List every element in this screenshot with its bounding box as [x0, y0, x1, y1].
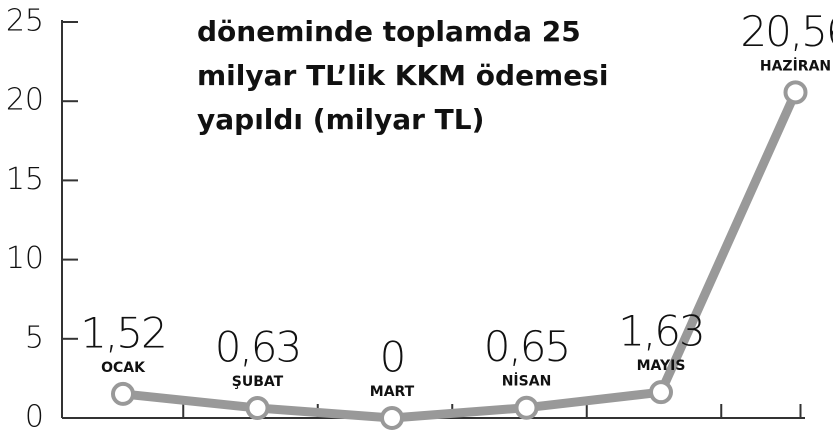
category-label: OCAK — [101, 360, 146, 376]
value-label: 0,65 — [484, 322, 570, 371]
value-label: 1,52 — [80, 308, 166, 357]
category-label: NİSAN — [502, 373, 552, 390]
point — [111, 381, 135, 406]
y-tick-label: 25 — [6, 4, 44, 39]
value-label: 0 — [380, 333, 405, 382]
category-label: HAZİRAN — [760, 57, 831, 74]
value-label: 0,63 — [215, 323, 301, 372]
y-tick-label: 5 — [25, 320, 44, 355]
point — [783, 80, 808, 105]
chart-title: döneminde toplamda 25 — [197, 15, 581, 48]
point — [649, 380, 673, 405]
y-tick-label: 15 — [6, 162, 44, 197]
y-tick-label: 10 — [6, 241, 44, 276]
value-label: 1,63 — [618, 307, 704, 356]
chart-title: yapıldı (milyar TL) — [197, 103, 484, 136]
y-tick-label: 20 — [6, 83, 44, 118]
line — [122, 90, 800, 423]
y-tick-label: 0 — [25, 400, 44, 430]
point — [380, 406, 404, 430]
category-label: MART — [370, 384, 415, 400]
point — [514, 395, 539, 420]
value-label: 20,56 — [740, 7, 833, 56]
category-label: ŞUBAT — [232, 374, 284, 390]
point — [245, 396, 270, 421]
chart-title: milyar TL’lik KKM ödemesi — [197, 59, 608, 92]
category-label: MAYIS — [637, 358, 686, 374]
